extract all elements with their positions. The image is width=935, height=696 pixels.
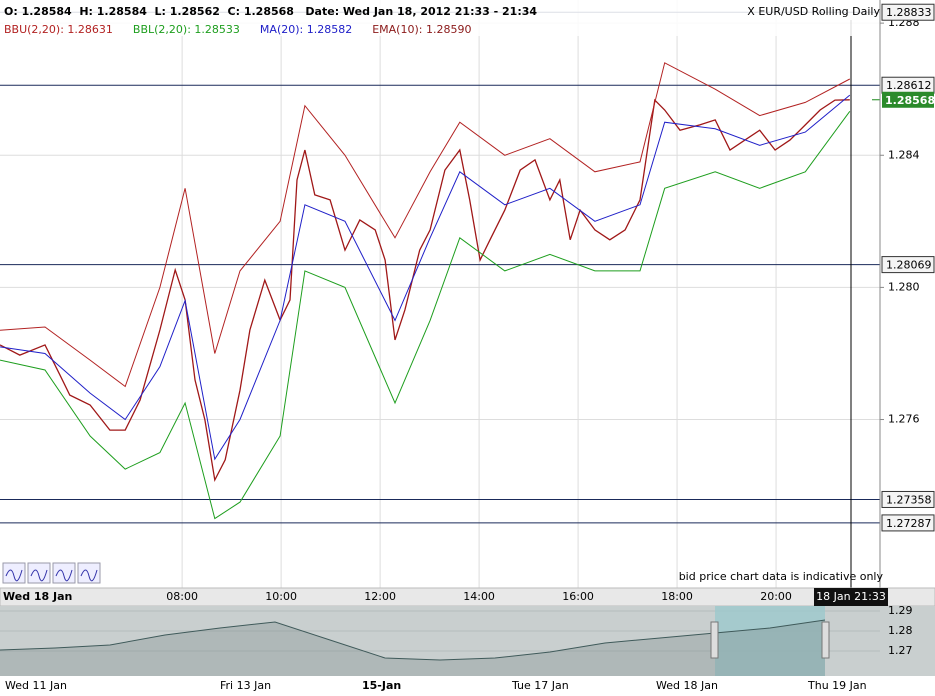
y-tick-label: 1.280 <box>888 280 920 293</box>
instrument: X EUR/USD Rolling Daily <box>747 5 880 18</box>
navigator-area <box>0 620 825 676</box>
navigator: 1.29 1.28 1.27 Wed 11 Jan Fri 13 Jan 15-Jan Tu… <box>0 604 935 696</box>
level-label: 1.28069 <box>886 259 932 272</box>
disclaimer: bid price chart data is indicative only <box>679 570 884 583</box>
x-tick-label: 12:00 <box>364 590 396 603</box>
x-tick-label: 18:00 <box>661 590 693 603</box>
level-label: 1.28612 <box>886 79 932 92</box>
series-line <box>0 98 850 483</box>
navigator-footer <box>0 676 935 696</box>
level-label: 1.28833 <box>886 6 932 19</box>
x-tick-label: 16:00 <box>562 590 594 603</box>
y-tick-label: 1.276 <box>888 413 920 426</box>
series-line <box>0 94 851 461</box>
x-axis: 08:00 10:00 12:00 14:00 16:00 18:00 20:00 <box>166 590 792 603</box>
level-label: 1.27358 <box>886 493 932 506</box>
series-line <box>0 111 851 520</box>
y-axis: 1.2881.2841.2801.2761.288331.286121.2806… <box>880 3 935 532</box>
header-bg <box>0 0 880 36</box>
navigator-date-label: Wed 18 Jan <box>656 679 718 692</box>
navigator-date-label: Fri 13 Jan <box>220 679 271 692</box>
current-price-label: 1.28568 <box>885 94 935 107</box>
y-tick-label: 1.284 <box>888 148 920 161</box>
legend-entry: EMA(10): 1.28590 <box>372 23 471 36</box>
legend-entry: MA(20): 1.28582 <box>260 23 352 36</box>
navigator-date-label: Thu 19 Jan <box>807 679 867 692</box>
x-tick-label: 08:00 <box>166 590 198 603</box>
tools <box>2 562 101 584</box>
level-box <box>881 514 935 532</box>
x-tick-label: 20:00 <box>760 590 792 603</box>
series <box>0 62 851 520</box>
legend-entry: BBU(2,20): 1.28631 <box>4 23 113 36</box>
navigator-handle[interactable] <box>821 621 830 659</box>
tool-button[interactable] <box>77 562 101 584</box>
navigator-date-label: Wed 11 Jan <box>5 679 67 692</box>
level-label: 1.27287 <box>886 517 932 530</box>
level-box <box>881 490 935 508</box>
navigator-tick-label: 1.28 <box>888 624 913 637</box>
cursor-box <box>814 588 888 606</box>
x-tick-label: 14:00 <box>463 590 495 603</box>
legend: BBU(2,20): 1.28631 BBL(2,20): 1.28533 MA(2… <box>4 23 471 36</box>
cursor-label: 18 Jan 21:33 <box>816 590 886 603</box>
navigator-window <box>715 606 825 676</box>
current-price-box <box>882 91 934 108</box>
tool-icon <box>5 569 98 582</box>
navigator-line <box>0 619 826 661</box>
tool-button[interactable] <box>52 562 76 584</box>
level-box <box>881 256 935 274</box>
ohlc-header: O: 1.28584 H: 1.28584 L: 1.28562 C: 1.28… <box>4 5 537 18</box>
legend-entry: BBL(2,20): 1.28533 <box>133 23 240 36</box>
tool-button[interactable] <box>27 562 51 584</box>
navigator-date-label: 15-Jan <box>362 679 401 692</box>
series-line <box>0 62 851 388</box>
navigator-date-label: Tue 17 Jan <box>511 679 569 692</box>
tool-button[interactable] <box>2 562 26 584</box>
navigator-handle[interactable] <box>710 621 719 659</box>
date-label: Wed 18 Jan <box>3 590 72 603</box>
navigator-tick-label: 1.27 <box>888 644 913 657</box>
level-box <box>881 3 935 21</box>
x-tick-label: 10:00 <box>265 590 297 603</box>
navigator-tick-label: 1.29 <box>888 604 913 617</box>
